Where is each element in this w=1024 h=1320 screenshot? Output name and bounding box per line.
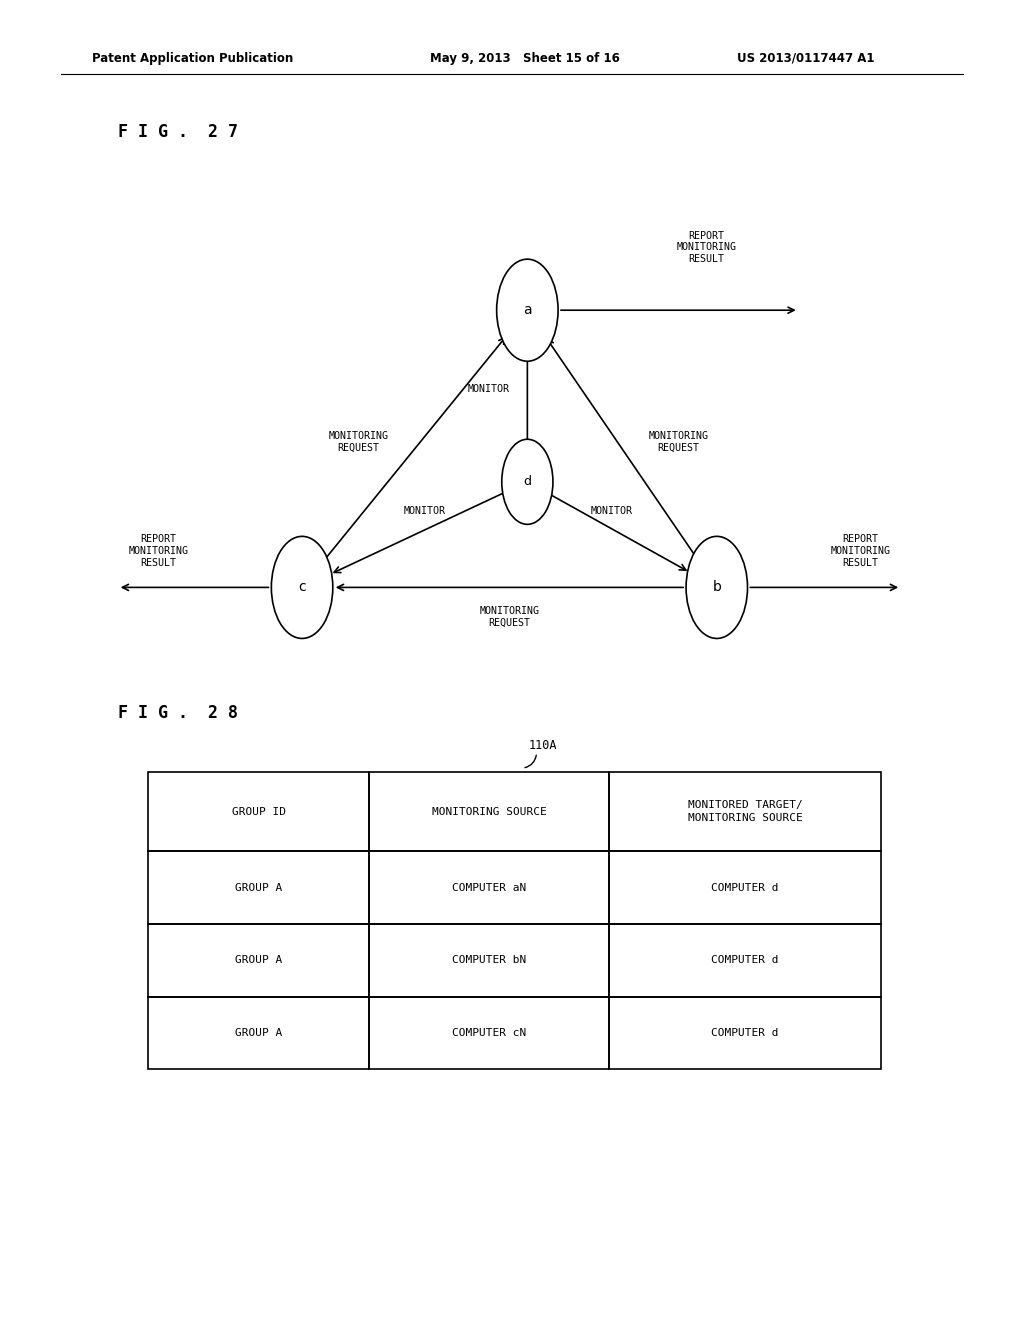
Text: MONITORED TARGET/
MONITORING SOURCE: MONITORED TARGET/ MONITORING SOURCE [687,800,803,824]
Text: MONITORING
REQUEST: MONITORING REQUEST [648,432,709,453]
Text: F I G .  2 8: F I G . 2 8 [118,704,238,722]
Ellipse shape [502,440,553,524]
Ellipse shape [686,536,748,639]
Text: Patent Application Publication: Patent Application Publication [92,51,294,65]
Text: MONITORING SOURCE: MONITORING SOURCE [431,807,547,817]
Text: d: d [523,475,531,488]
Text: MONITOR: MONITOR [403,506,446,516]
Bar [369,997,609,1069]
Bar [609,924,881,997]
Text: REPORT
MONITORING
RESULT: REPORT MONITORING RESULT [129,535,188,568]
Text: GROUP ID: GROUP ID [231,807,286,817]
Bar [369,924,609,997]
Text: GROUP A: GROUP A [234,883,283,892]
Bar [148,772,369,851]
Text: COMPUTER d: COMPUTER d [712,1028,778,1038]
Text: COMPUTER d: COMPUTER d [712,956,778,965]
Ellipse shape [497,259,558,362]
Bar [609,851,881,924]
Text: F I G .  2 7: F I G . 2 7 [118,123,238,141]
Bar [148,851,369,924]
Text: MONITORING
REQUEST: MONITORING REQUEST [479,606,540,627]
Bar [148,924,369,997]
Text: c: c [298,581,306,594]
Bar [609,772,881,851]
Bar [369,851,609,924]
Text: GROUP A: GROUP A [234,1028,283,1038]
Text: COMPUTER d: COMPUTER d [712,883,778,892]
Text: GROUP A: GROUP A [234,956,283,965]
Bar [148,997,369,1069]
Text: COMPUTER bN: COMPUTER bN [452,956,526,965]
Text: REPORT
MONITORING
RESULT: REPORT MONITORING RESULT [830,535,890,568]
Text: MONITOR: MONITOR [467,384,510,395]
Text: COMPUTER aN: COMPUTER aN [452,883,526,892]
Ellipse shape [271,536,333,639]
Text: COMPUTER cN: COMPUTER cN [452,1028,526,1038]
Bar [609,997,881,1069]
Text: a: a [523,304,531,317]
Text: MONITORING
REQUEST: MONITORING REQUEST [329,432,388,453]
Text: REPORT
MONITORING
RESULT: REPORT MONITORING RESULT [677,231,736,264]
Text: May 9, 2013   Sheet 15 of 16: May 9, 2013 Sheet 15 of 16 [430,51,620,65]
Text: US 2013/0117447 A1: US 2013/0117447 A1 [737,51,874,65]
Text: b: b [713,581,721,594]
Text: MONITOR: MONITOR [591,506,633,516]
Bar [369,772,609,851]
Text: 110A: 110A [528,739,557,752]
